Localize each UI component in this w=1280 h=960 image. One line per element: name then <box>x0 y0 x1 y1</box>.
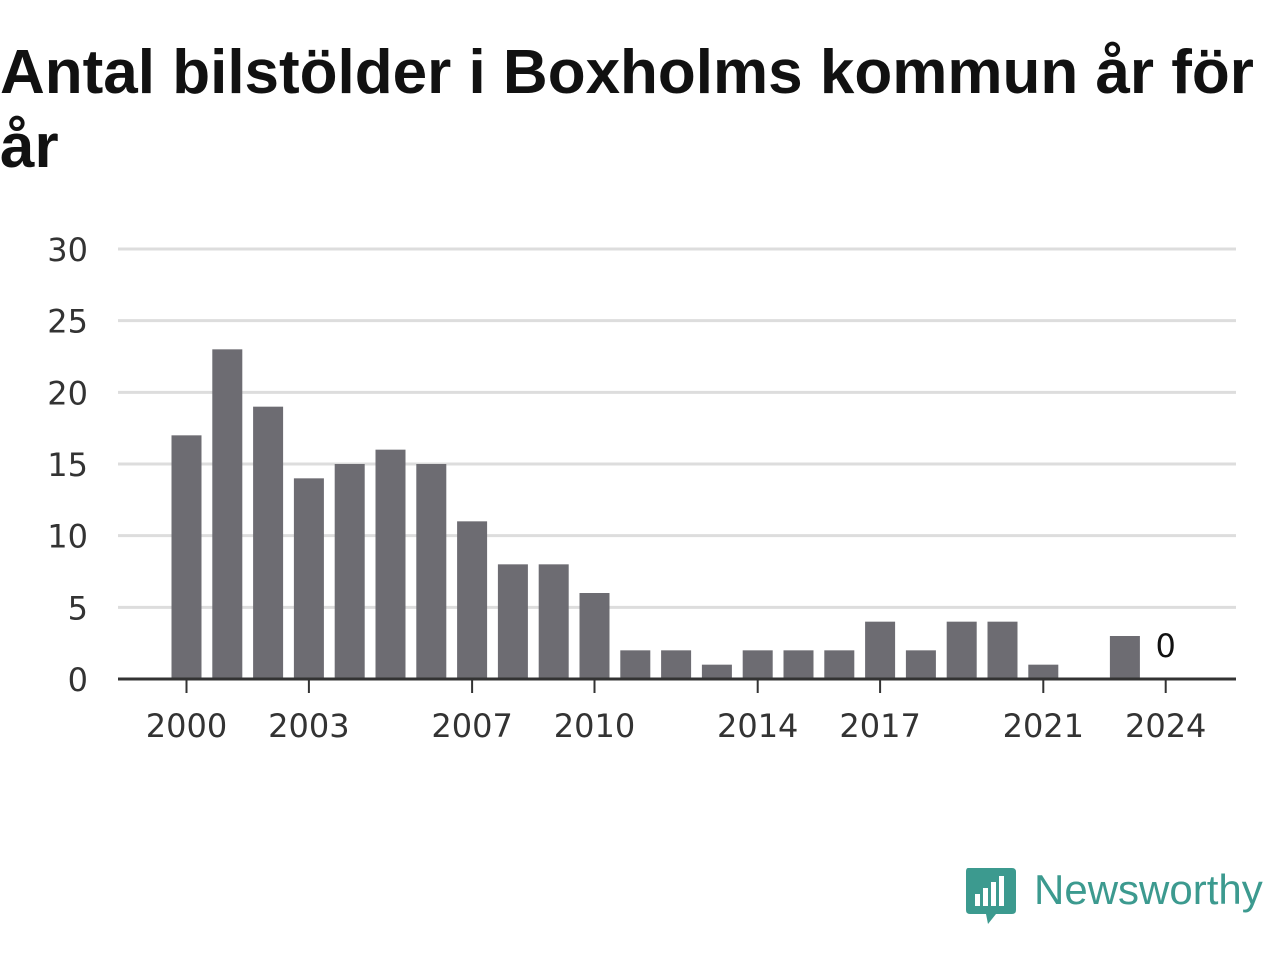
bar <box>824 650 855 679</box>
x-tick-label: 2003 <box>268 707 349 745</box>
bar <box>579 593 610 679</box>
x-tick-label: 2021 <box>1003 707 1084 745</box>
chat-bar-chart-icon <box>966 868 1016 924</box>
bar <box>661 650 692 679</box>
bar <box>905 650 936 679</box>
data-labels: 0 <box>1156 627 1176 665</box>
x-tick-label: 2024 <box>1125 707 1206 745</box>
bar <box>620 650 651 679</box>
x-axis-ticks: 2000 2003 2007 2010 2014 2017 2021 2024 <box>146 679 1206 745</box>
y-axis-ticks: 0 5 10 15 20 25 30 <box>47 231 88 699</box>
y-tick-label: 30 <box>47 231 88 269</box>
x-tick-label: 2014 <box>717 707 798 745</box>
bar <box>538 564 569 679</box>
x-tick-label: 2017 <box>839 707 920 745</box>
x-tick-label: 2000 <box>146 707 227 745</box>
bar <box>865 621 896 679</box>
bar <box>1028 664 1059 679</box>
data-label: 0 <box>1156 627 1176 665</box>
bar <box>742 650 773 679</box>
chart-title: Antal bilstölder i Boxholms kommun år fö… <box>0 38 1254 181</box>
bar <box>334 464 365 679</box>
y-tick-label: 10 <box>47 518 88 556</box>
y-tick-label: 20 <box>47 374 88 412</box>
bar <box>1109 636 1140 679</box>
newsworthy-logo: Newsworthy <box>964 864 1280 928</box>
bar <box>416 464 447 679</box>
brand-name: Newsworthy <box>1034 866 1263 913</box>
bar <box>375 449 406 679</box>
y-tick-label: 15 <box>47 446 88 484</box>
x-tick-label: 2010 <box>554 707 635 745</box>
bar <box>987 621 1018 679</box>
bar <box>171 435 202 679</box>
grid-lines <box>118 247 1236 609</box>
bar <box>253 406 284 679</box>
y-tick-label: 5 <box>68 589 88 627</box>
y-tick-label: 0 <box>68 661 88 699</box>
bar <box>946 621 977 679</box>
bar <box>212 349 243 679</box>
bar <box>293 478 324 679</box>
bar-chart: 0 5 10 15 20 25 30 2000 2003 2007 2010 2014 2017 202… <box>47 231 1236 745</box>
bar <box>497 564 528 679</box>
x-tick-label: 2007 <box>431 707 512 745</box>
bars <box>171 349 1140 679</box>
bar <box>783 650 814 679</box>
y-tick-label: 25 <box>47 303 88 341</box>
bar <box>701 664 732 679</box>
bar <box>457 521 488 679</box>
